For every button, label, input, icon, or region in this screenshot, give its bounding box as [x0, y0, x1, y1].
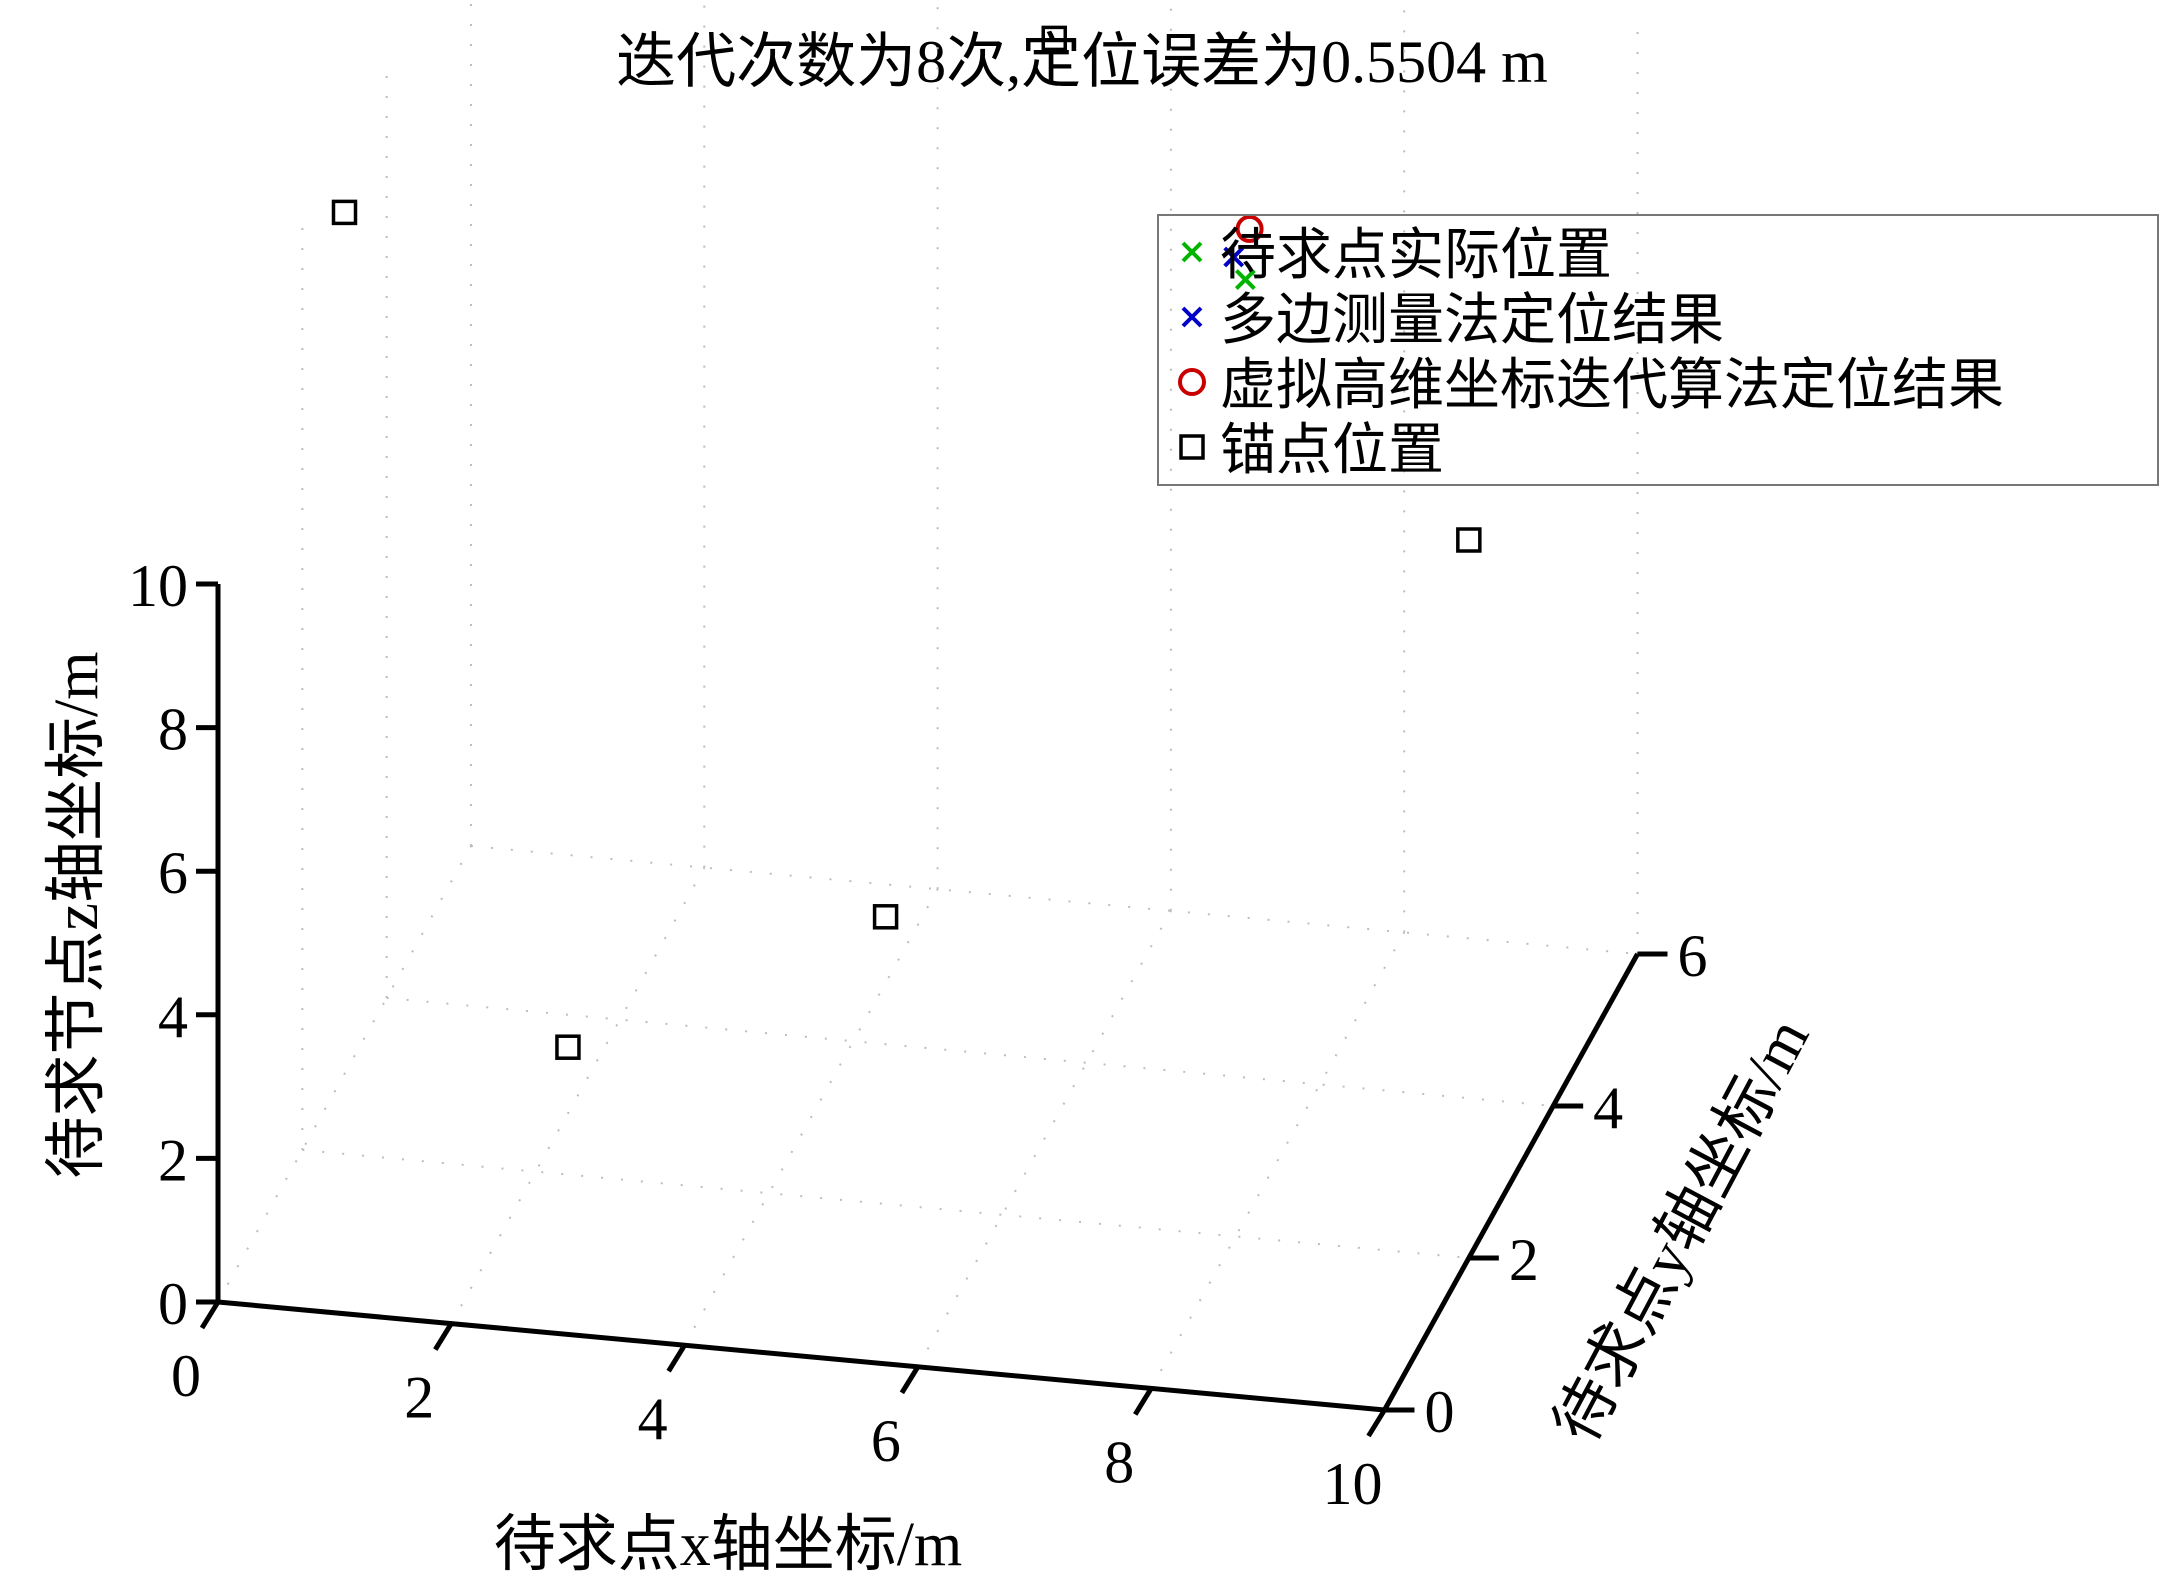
x-tick-label-4: 8	[1104, 1429, 1134, 1495]
chart-title: 迭代次数为8次,定位误差为0.5504 m	[616, 29, 1548, 95]
floor-left-edge	[217, 845, 472, 1303]
y-tick-label-0: 0	[1425, 1379, 1455, 1445]
z-axis-label: 待求节点z轴坐标/m	[43, 652, 111, 1179]
x-tick-mark-1	[433, 1322, 454, 1351]
legend-box	[1157, 214, 2159, 486]
legend-marker-1-stroke-b	[1181, 306, 1203, 328]
legend-label-2: 虚拟高维坐标迭代算法定位结果	[1220, 355, 2004, 417]
legend-label-3: 锚点位置	[1220, 420, 1444, 482]
y-tick-label-3: 6	[1678, 923, 1708, 989]
z-tick-label-4: 8	[158, 697, 188, 763]
grid-x-floor-1	[450, 867, 706, 1325]
x-tick-label-1: 2	[404, 1365, 434, 1431]
legend-marker-2	[1178, 368, 1206, 396]
x-tick-mark-5	[1366, 1408, 1387, 1438]
axes-layer: 0 2 4 6 8 10 0 2 4 6 0 2 4 6 8 10	[128, 553, 1708, 1517]
x-tick-label-3: 6	[871, 1408, 901, 1474]
point-s3-0	[331, 199, 358, 226]
z-tick-label-3: 6	[158, 840, 188, 906]
legend-label-0: 待求点实际位置	[1220, 225, 1612, 287]
x-tick-label-0: 0	[171, 1343, 201, 1409]
y-axis-label: 待求点y轴坐标/m	[1542, 1008, 1822, 1454]
x-tick-mark-2	[666, 1343, 687, 1373]
point-s3-2	[555, 1034, 581, 1060]
point-s3-1	[1456, 527, 1482, 553]
y-tick-label-1: 2	[1509, 1227, 1539, 1293]
point-s1-0	[1223, 246, 1245, 268]
floor-back-edge	[470, 845, 1638, 955]
legend-marker-0-stroke-b	[1181, 241, 1203, 263]
grid-y-floor-1	[302, 1149, 1469, 1259]
legend-label-1: 多边测量法定位结果	[1220, 290, 1724, 352]
z-tick-label-5: 10	[128, 553, 188, 619]
grid-x-floor-3	[917, 910, 1172, 1368]
x-tick-label-5: 10	[1323, 1451, 1383, 1517]
legend-marker-3	[1179, 434, 1205, 460]
x-axis-line	[217, 1299, 1385, 1413]
point-s3-3	[872, 904, 899, 930]
z-tick-label-2: 4	[158, 984, 188, 1050]
x-tick-label-2: 4	[638, 1386, 668, 1452]
marks-layer	[331, 25, 1482, 1060]
point-s0-0-stroke-b	[1234, 269, 1256, 291]
x-tick-mark-4	[1133, 1387, 1154, 1416]
z-tick-label-1: 2	[158, 1127, 188, 1193]
point-s2-0	[1235, 214, 1264, 243]
y-tick-label-2: 4	[1593, 1075, 1623, 1141]
x-tick-mark-3	[899, 1365, 921, 1395]
x-tick-mark-0	[199, 1300, 221, 1330]
grid-x-floor-4	[1150, 931, 1406, 1389]
point-s0-0	[1234, 269, 1256, 291]
y-axis-line	[1382, 952, 1640, 1412]
grid-y-floor-2	[386, 997, 1554, 1107]
point-s1-0-stroke-b	[1223, 246, 1245, 268]
x-axis-label: 待求点x轴坐标/m	[494, 1511, 962, 1579]
point-s3-4	[1041, 25, 1067, 52]
grid-layer	[217, 0, 1639, 1411]
z-tick-label-0: 0	[158, 1271, 188, 1337]
legend-marker-0	[1181, 241, 1203, 263]
grid-x-floor-2	[683, 888, 939, 1346]
legend-marker-1	[1181, 306, 1203, 328]
